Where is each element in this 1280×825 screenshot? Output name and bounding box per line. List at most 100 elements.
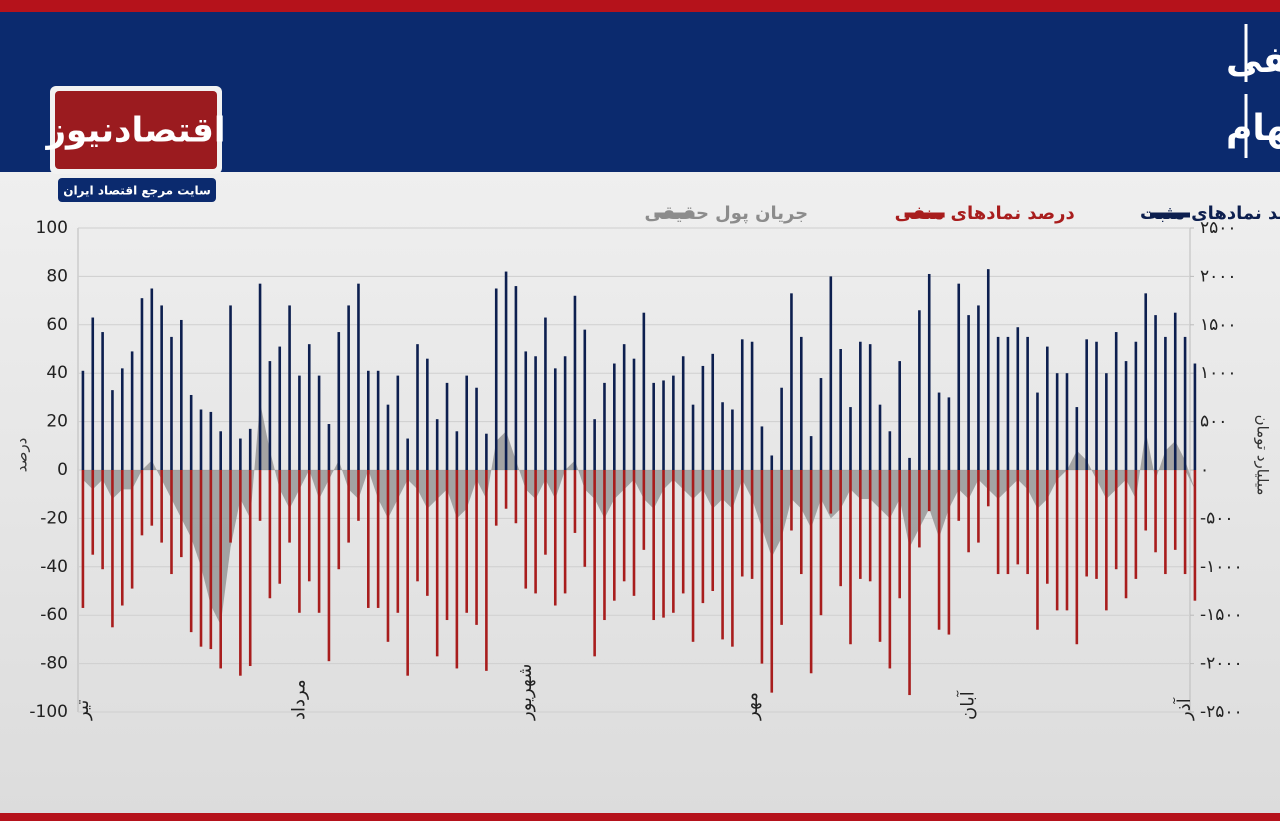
- bar: [652, 470, 655, 621]
- bar: [317, 375, 321, 470]
- bar: [986, 470, 990, 507]
- bar: [406, 470, 409, 676]
- bar: [160, 305, 163, 470]
- bar: [307, 344, 311, 470]
- title-line: در معاملات روزانه بازار سهام: [1226, 108, 1280, 149]
- bar: [160, 470, 163, 543]
- bar: [81, 470, 85, 608]
- bar: [927, 273, 931, 470]
- bar: [544, 317, 547, 470]
- bar: [91, 470, 95, 555]
- bar: [1085, 470, 1088, 577]
- bar: [632, 358, 636, 470]
- bar: [1065, 373, 1069, 470]
- bar: [888, 470, 892, 669]
- bar: [130, 470, 134, 589]
- bar: [524, 351, 528, 470]
- bar: [740, 470, 744, 577]
- bar: [868, 470, 872, 582]
- y2-tick-label: -۲۵۰۰: [1200, 702, 1243, 722]
- bar: [514, 470, 518, 524]
- bar: [691, 404, 695, 470]
- bar: [327, 470, 331, 662]
- bar: [268, 470, 272, 599]
- bar: [868, 344, 872, 470]
- bar: [386, 470, 390, 642]
- bar: [662, 380, 665, 470]
- bar: [573, 295, 577, 470]
- x-tick-label: آذر: [1172, 697, 1195, 721]
- bar: [1065, 470, 1069, 611]
- bar: [337, 332, 341, 470]
- bar: [199, 409, 203, 470]
- bar: [180, 319, 183, 470]
- x-tick-label: تیر: [72, 700, 93, 721]
- bar: [603, 470, 606, 621]
- bar: [140, 298, 144, 470]
- bottom-stripe: [0, 813, 1280, 821]
- bar: [1173, 470, 1177, 550]
- bar: [927, 470, 931, 512]
- legend-label: درصد نمادهای مثبت: [1140, 203, 1280, 224]
- bar: [317, 470, 321, 613]
- bar: [760, 470, 764, 664]
- y-tick-label: -100: [29, 702, 68, 722]
- bar: [1193, 363, 1197, 470]
- legend-label: جریان پول حقیقی: [644, 203, 808, 224]
- bar: [770, 470, 774, 693]
- bar: [839, 349, 842, 470]
- bar: [1154, 470, 1157, 553]
- bar: [485, 433, 488, 470]
- legend-label: درصد نمادهای منفی: [895, 203, 1075, 224]
- bar: [918, 310, 921, 470]
- bar: [937, 392, 941, 470]
- bar: [898, 470, 901, 599]
- y-tick-label: 100: [36, 218, 68, 238]
- bar: [455, 470, 459, 669]
- bar: [849, 407, 852, 470]
- bar: [1026, 470, 1029, 575]
- bar: [819, 378, 823, 470]
- y2-tick-label: -۱۰۰۰: [1200, 557, 1243, 577]
- bar: [298, 375, 301, 470]
- bar: [455, 431, 459, 470]
- bar: [1075, 407, 1079, 470]
- bar: [859, 470, 862, 579]
- tagline: سایت مرجع اقتصاد ایران: [63, 184, 211, 198]
- x-tick-label: مهر: [741, 692, 762, 721]
- bar: [996, 336, 1000, 470]
- bar: [91, 317, 95, 470]
- x-tick-label: شهریور: [515, 664, 536, 721]
- bar: [347, 305, 350, 470]
- bar: [416, 344, 419, 470]
- bar: [386, 404, 390, 470]
- bar: [150, 470, 154, 526]
- bar: [258, 283, 262, 470]
- bar: [662, 470, 665, 618]
- bar: [1006, 336, 1010, 470]
- bar: [396, 470, 400, 613]
- bar: [1055, 470, 1059, 611]
- bar: [957, 470, 961, 521]
- bar: [199, 470, 203, 647]
- bar: [799, 470, 803, 575]
- bar: [829, 276, 833, 470]
- bar: [465, 470, 469, 613]
- bar: [622, 344, 626, 470]
- bar: [357, 283, 360, 470]
- bar: [494, 470, 498, 526]
- bar: [475, 387, 478, 470]
- bar: [1036, 392, 1039, 470]
- bar: [622, 470, 626, 582]
- bar: [553, 470, 557, 606]
- bar: [967, 470, 970, 553]
- bar: [563, 356, 567, 470]
- bar: [681, 356, 685, 470]
- bar: [799, 336, 803, 470]
- bar: [790, 293, 793, 470]
- y-tick-label: -20: [40, 508, 68, 528]
- bar: [544, 470, 547, 555]
- bar: [731, 409, 734, 470]
- bar: [307, 470, 311, 582]
- bar: [711, 353, 715, 470]
